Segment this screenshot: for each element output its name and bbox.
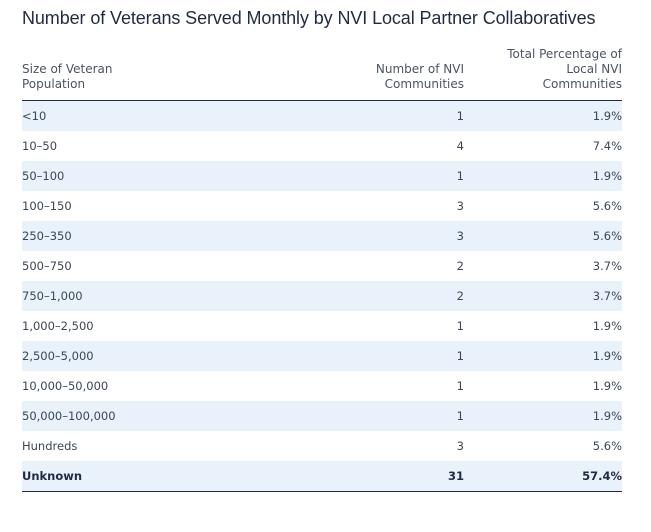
cell-percent: 1.9% (592, 169, 622, 183)
header-percent: Total Percentage of Local NVI Communitie… (507, 47, 622, 91)
table-row: 2,500–5,000 1 1.9% (22, 341, 622, 371)
cell-percent: 5.6% (592, 199, 622, 213)
cell-size: 50–100 (22, 169, 65, 183)
cell-size: 250–350 (22, 229, 72, 243)
cell-count: 1 (456, 379, 464, 393)
cell-count: 3 (456, 229, 464, 243)
cell-count: 1 (456, 169, 464, 183)
table-row: 100–150 3 5.6% (22, 191, 622, 221)
cell-count: 1 (456, 349, 464, 363)
table-title: Number of Veterans Served Monthly by NVI… (22, 8, 596, 28)
table-header: Size of Veteran Population Number of NVI… (22, 44, 622, 101)
cell-percent: 7.4% (592, 139, 622, 153)
veterans-table: Size of Veteran Population Number of NVI… (22, 44, 622, 492)
cell-size: <10 (22, 109, 47, 123)
cell-count: 2 (456, 259, 464, 273)
cell-percent: 1.9% (592, 409, 622, 423)
cell-percent: 57.4% (582, 469, 622, 483)
table-row: <10 1 1.9% (22, 101, 622, 131)
table-row: 1,000–2,500 1 1.9% (22, 311, 622, 341)
table-row: Hundreds 3 5.6% (22, 431, 622, 461)
cell-percent: 1.9% (592, 109, 622, 123)
cell-percent: 5.6% (592, 439, 622, 453)
cell-percent: 3.7% (592, 259, 622, 273)
table-row: 50–100 1 1.9% (22, 161, 622, 191)
header-count: Number of NVI Communities (375, 62, 464, 91)
cell-percent: 1.9% (592, 319, 622, 333)
table-row: 500–750 2 3.7% (22, 251, 622, 281)
table-row: 10,000–50,000 1 1.9% (22, 371, 622, 401)
cell-size: 500–750 (22, 259, 72, 273)
cell-size: 750–1,000 (22, 289, 83, 303)
cell-size: 50,000–100,000 (22, 409, 116, 423)
cell-count: 1 (456, 109, 464, 123)
cell-size: 10–50 (22, 139, 58, 153)
cell-count: 3 (456, 439, 464, 453)
table-row: 250–350 3 5.6% (22, 221, 622, 251)
cell-count: 31 (447, 469, 464, 483)
cell-size: Unknown (22, 469, 83, 483)
cell-percent: 5.6% (592, 229, 622, 243)
cell-size: 100–150 (22, 199, 72, 213)
table-row-total: Unknown 31 57.4% (22, 461, 622, 492)
cell-size: 1,000–2,500 (22, 319, 94, 333)
cell-count: 2 (456, 289, 464, 303)
cell-size: 10,000–50,000 (22, 379, 109, 393)
cell-size: 2,500–5,000 (22, 349, 94, 363)
cell-count: 3 (456, 199, 464, 213)
table-row: 750–1,000 2 3.7% (22, 281, 622, 311)
table-row: 10–50 4 7.4% (22, 131, 622, 161)
cell-count: 1 (456, 319, 464, 333)
cell-percent: 1.9% (592, 379, 622, 393)
table-row: 50,000–100,000 1 1.9% (22, 401, 622, 431)
cell-count: 4 (456, 139, 464, 153)
cell-percent: 3.7% (592, 289, 622, 303)
cell-percent: 1.9% (592, 349, 622, 363)
cell-size: Hundreds (22, 439, 78, 453)
cell-count: 1 (456, 409, 464, 423)
header-size: Size of Veteran Population (22, 62, 113, 91)
